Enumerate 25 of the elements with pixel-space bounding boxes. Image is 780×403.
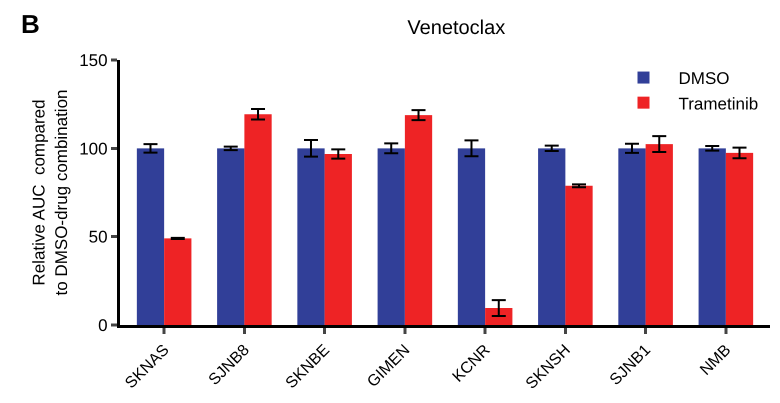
text: B: [21, 9, 40, 39]
bar: [458, 148, 486, 325]
bar: [646, 144, 673, 325]
y-tick-label: 150: [79, 50, 108, 70]
bar: [378, 148, 405, 325]
bar: [404, 115, 432, 325]
y-axis-title: Relative AUC compared to DMSO-drug combination: [30, 90, 71, 296]
bar: [217, 148, 244, 325]
bar: [136, 148, 164, 325]
bar: [485, 308, 512, 325]
bar: [618, 148, 646, 325]
bar: [244, 114, 272, 325]
bar: [297, 148, 325, 325]
bar: [565, 186, 593, 325]
chart-title: Venetoclax: [407, 17, 506, 40]
bar: [726, 152, 754, 325]
bar: [324, 154, 352, 325]
y-tick-label: 100: [79, 139, 108, 158]
legend-label: DMSO: [678, 69, 730, 88]
y-tick-label: 0: [98, 316, 108, 335]
bar: [698, 148, 726, 325]
legend-label: Trametinib: [678, 94, 758, 114]
bar: [164, 238, 192, 325]
y-tick-label: 50: [88, 228, 108, 247]
bar: [538, 148, 566, 325]
